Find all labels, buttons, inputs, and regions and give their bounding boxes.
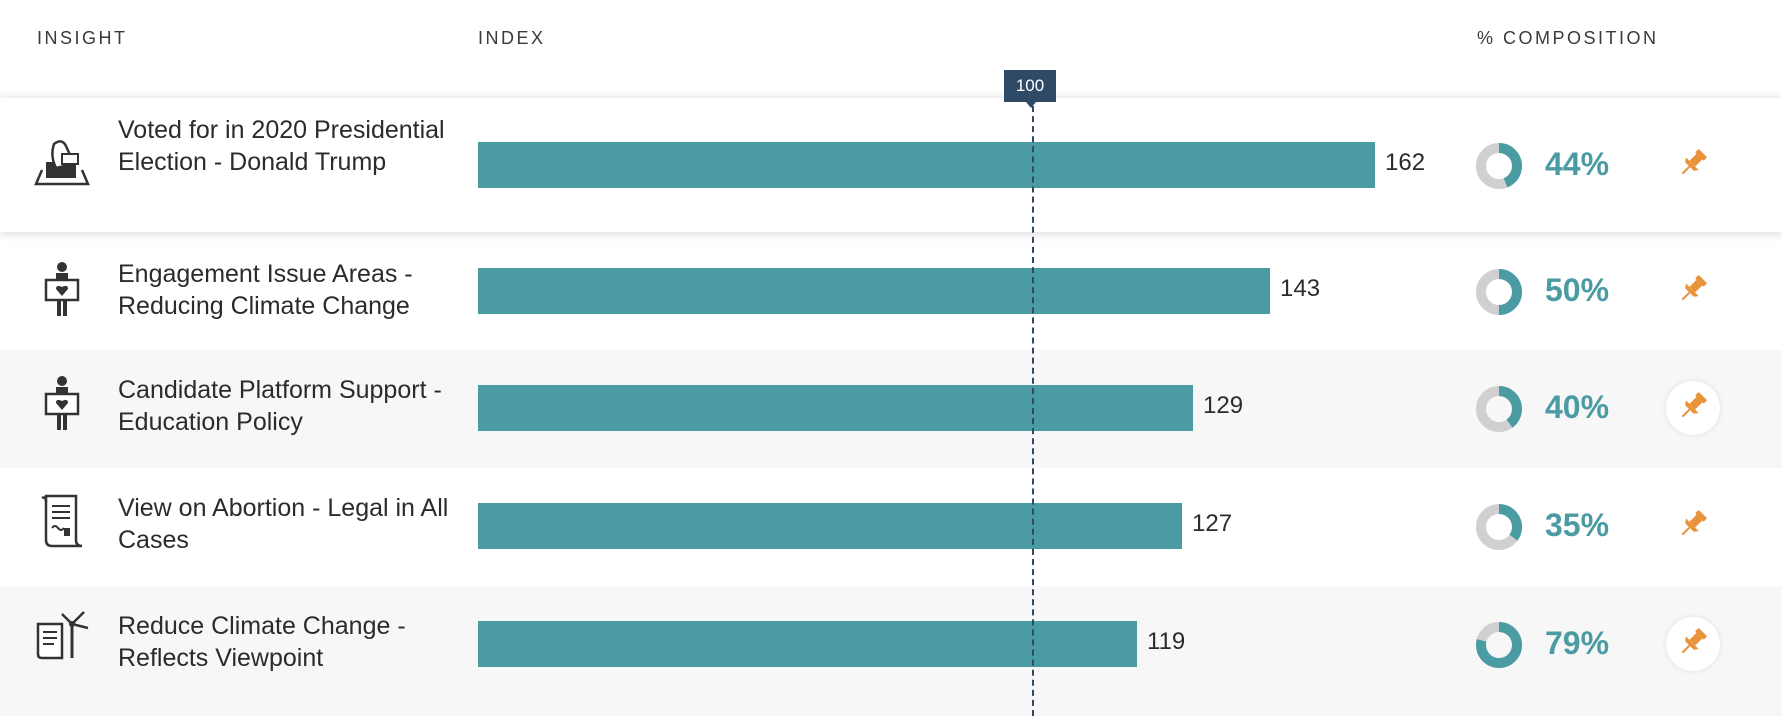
pin-button[interactable] [1666,264,1720,318]
insight-row[interactable]: Voted for in 2020 Presidential Election … [0,98,1782,232]
person-holding-heart-sign-icon [32,374,92,434]
document-scroll-icon [32,492,92,552]
pin-icon [1676,625,1710,664]
index-bar [478,268,1270,314]
index-value: 129 [1203,392,1244,419]
pin-icon [1676,389,1710,428]
column-header-composition: % COMPOSITION [1477,28,1659,48]
insight-label: Voted for in 2020 Presidential Election … [118,116,445,176]
person-holding-heart-sign-icon [32,260,92,320]
donut-fill [1476,386,1522,432]
column-header-insight: INSIGHT [37,28,128,48]
index-bar [478,142,1375,188]
composition-donut [1476,269,1522,315]
composition-donut [1476,622,1522,668]
pin-button[interactable] [1666,138,1720,192]
composition-percent: 44% [1545,146,1610,182]
index-bar [478,385,1193,431]
donut-fill [1476,269,1522,315]
insight-label: Engagement Issue Areas - Reducing Climat… [118,260,413,320]
insight-row[interactable]: Engagement Issue Areas - Reducing Climat… [0,232,1782,351]
insight-label: Candidate Platform Support - Education P… [118,376,442,436]
wind-turbine-document-icon [32,608,92,668]
insight-row[interactable]: Candidate Platform Support - Education P… [0,350,1782,469]
pin-icon [1676,507,1710,546]
reference-line [1032,106,1034,716]
composition-percent: 50% [1545,272,1610,308]
composition-percent: 35% [1545,507,1610,543]
composition-donut [1476,504,1522,550]
composition-percent: 40% [1545,389,1610,425]
pin-icon [1676,146,1710,185]
insight-label: Reduce Climate Change - Reflects Viewpoi… [118,612,406,672]
index-value: 143 [1280,275,1321,302]
pin-button[interactable] [1666,499,1720,553]
reference-label: 100 [1004,70,1056,108]
insight-row[interactable]: View on Abortion - Legal in All Cases 12… [0,468,1782,587]
insight-label: View on Abortion - Legal in All Cases [118,494,449,554]
column-header-index: INDEX [478,28,546,48]
index-value: 127 [1192,510,1233,537]
index-bar [478,503,1182,549]
donut-fill [1476,143,1522,189]
index-bar [478,621,1137,667]
insight-row[interactable]: Reduce Climate Change - Reflects Viewpoi… [0,586,1782,716]
pin-button[interactable] [1666,617,1720,671]
pin-icon [1676,272,1710,311]
composition-percent: 79% [1545,625,1610,661]
composition-donut [1476,386,1522,432]
ballot-box-icon [32,134,92,194]
donut-fill [1476,622,1522,668]
index-value: 119 [1147,628,1186,655]
donut-fill [1476,504,1522,550]
composition-donut [1476,143,1522,189]
pin-button[interactable] [1666,381,1720,435]
index-value: 162 [1385,149,1426,176]
